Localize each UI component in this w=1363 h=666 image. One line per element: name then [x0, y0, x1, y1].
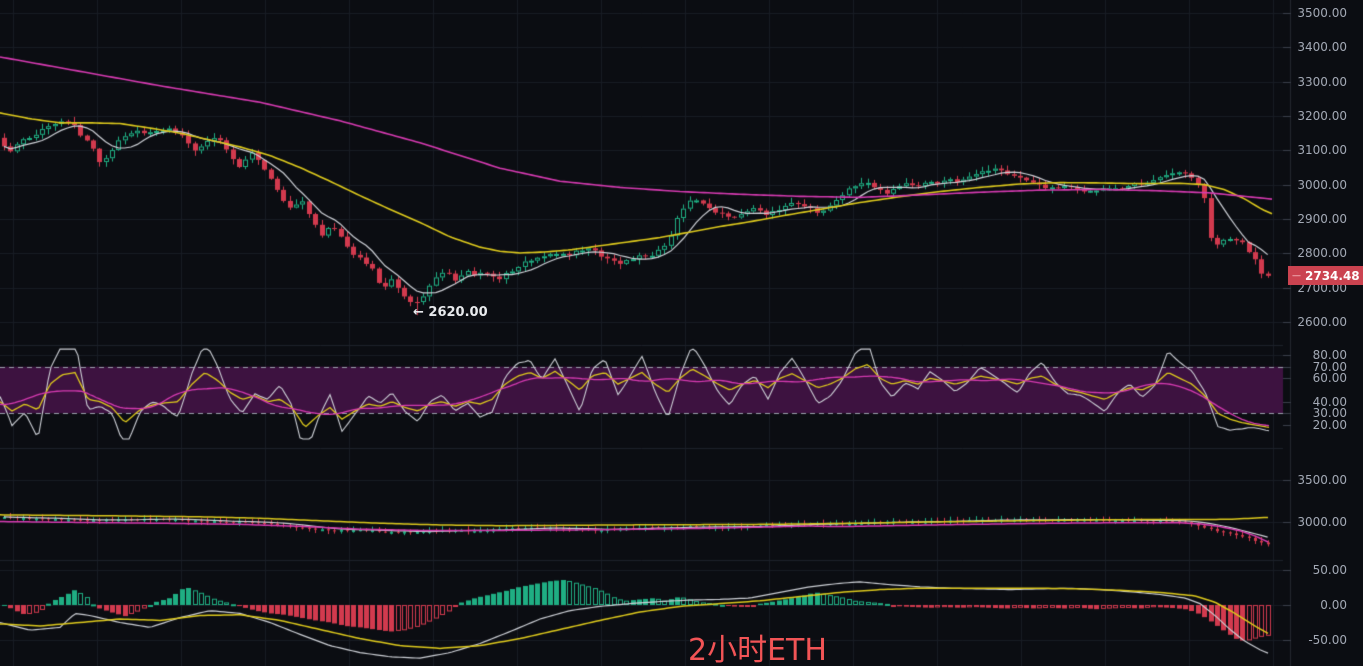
last-price-value: 2734.48 — [1305, 268, 1360, 283]
timeframe-symbol-label[interactable]: 2小时ETH — [688, 633, 827, 666]
last-price-badge: 2734.48 — [1288, 266, 1363, 285]
low-price-annotation: ← 2620.00 — [413, 305, 488, 320]
